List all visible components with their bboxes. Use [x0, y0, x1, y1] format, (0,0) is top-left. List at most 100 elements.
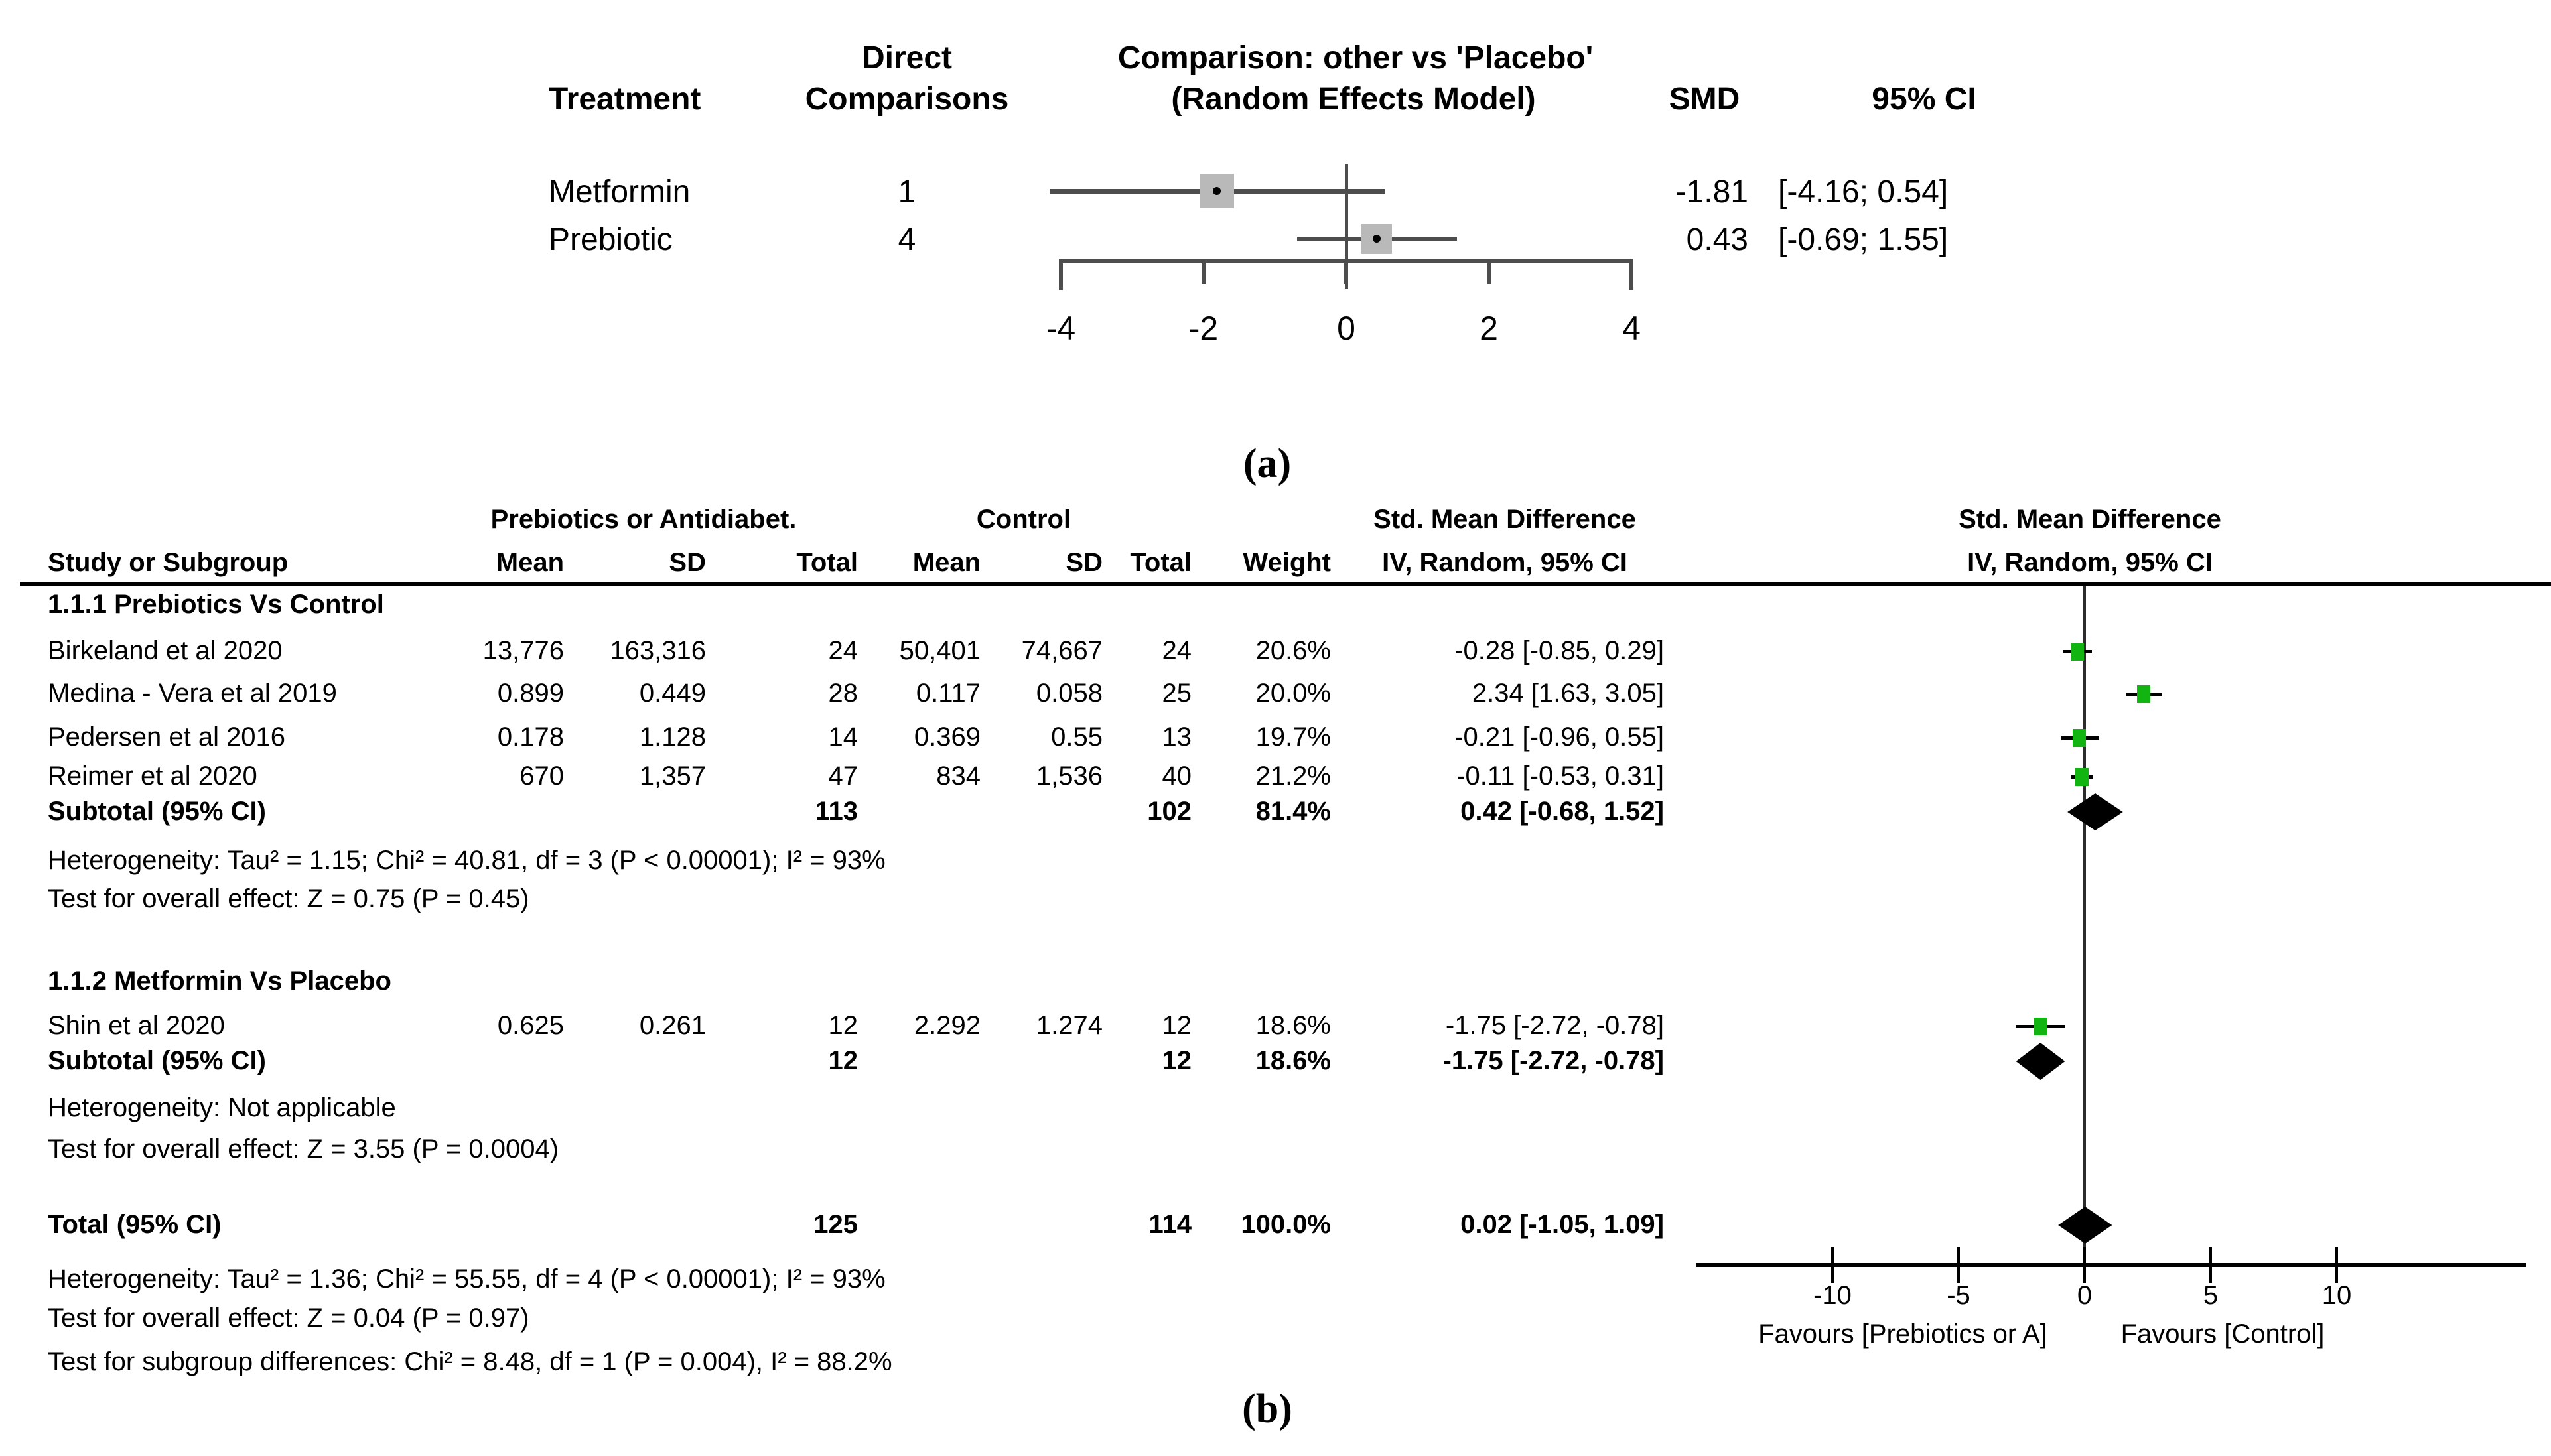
- subgroup-differences-text: Test for subgroup differences: Chi² = 8.…: [48, 1347, 892, 1376]
- column-header-total-ctrl: Total: [1130, 548, 1192, 577]
- total-label: Total (95% CI): [48, 1210, 222, 1239]
- heterogeneity-text: Heterogeneity: Tau² = 1.15; Chi² = 40.81…: [48, 846, 886, 875]
- subtotal-total-exp: 113: [815, 797, 858, 826]
- x-axis-tick: [1059, 259, 1063, 290]
- cell-smd-ci: -0.11 [-0.53, 0.31]: [1456, 761, 1664, 791]
- plot-header-line2: IV, Random, 95% CI: [1967, 548, 2213, 577]
- cell-total-exp: 47: [828, 761, 859, 791]
- cell-total-ctrl: 24: [1162, 636, 1192, 665]
- cell-mean-exp: 670: [519, 761, 564, 791]
- subtotal-label: Subtotal (95% CI): [48, 797, 266, 826]
- panel-a-header-direct: Direct: [861, 40, 953, 76]
- cell-weight: 20.0%: [1255, 679, 1331, 708]
- x-axis-tick: [1202, 259, 1206, 284]
- cell-mean-exp: 0.625: [497, 1011, 564, 1040]
- overall-effect-text: Test for overall effect: Z = 0.75 (P = 0…: [48, 884, 529, 913]
- smd-column-header-line1: Std. Mean Difference: [1373, 505, 1636, 534]
- x-axis-tick: [1344, 259, 1348, 284]
- cell-sd-exp: 0.449: [639, 679, 706, 708]
- panel-a-header-comparisons: Comparisons: [805, 82, 1009, 117]
- cell-mean-exp: 13,776: [482, 636, 564, 665]
- cell-mean-ctrl: 2.292: [914, 1011, 981, 1040]
- column-header-mean-exp: Mean: [496, 548, 564, 577]
- cell-smd-ci: 2.34 [1.63, 3.05]: [1472, 679, 1664, 708]
- cell-mean-exp: 0.178: [497, 722, 564, 752]
- ci-value: [-4.16; 0.54]: [1778, 174, 1949, 210]
- x-axis-tick: [1831, 1247, 1834, 1283]
- cell-total-ctrl: 12: [1162, 1011, 1192, 1040]
- ci-value: [-0.69; 1.55]: [1778, 222, 1949, 257]
- total-ctrl: 114: [1148, 1210, 1192, 1239]
- subtotal-total-exp: 12: [828, 1046, 859, 1075]
- cell-smd-ci: -0.28 [-0.85, 0.29]: [1454, 636, 1664, 665]
- cell-weight: 18.6%: [1255, 1011, 1331, 1040]
- heterogeneity-text: Heterogeneity: Not applicable: [48, 1093, 396, 1122]
- total-exp: 125: [813, 1210, 858, 1239]
- x-axis-tick: [1629, 259, 1633, 290]
- cell-sd-exp: 1,357: [639, 761, 706, 791]
- plot-header-line1: Std. Mean Difference: [1959, 505, 2221, 534]
- cell-sd-ctrl: 0.058: [1036, 679, 1103, 708]
- pooled-diamond: [2016, 1043, 2065, 1080]
- x-tick-label: -2: [1188, 310, 1219, 347]
- x-axis-line: [1696, 1263, 2526, 1267]
- treatment-label: Prebiotic: [549, 222, 673, 257]
- column-header-sd-exp: SD: [669, 548, 706, 577]
- comparisons-count: 4: [898, 222, 916, 257]
- cell-mean-ctrl: 0.369: [914, 722, 981, 752]
- cell-mean-ctrl: 0.117: [916, 679, 981, 708]
- x-tick-label: 5: [2203, 1281, 2219, 1310]
- effect-square: [2034, 1018, 2047, 1035]
- group-header-control: Control: [976, 505, 1071, 534]
- effect-point: [1373, 235, 1381, 243]
- subtotal-smd-ci: 0.42 [-0.68, 1.52]: [1460, 797, 1664, 826]
- effect-square: [2073, 729, 2087, 747]
- cell-sd-exp: 163,316: [610, 636, 706, 665]
- total-weight: 100.0%: [1241, 1210, 1331, 1239]
- smd-value: -1.81: [1675, 174, 1748, 210]
- panel-a-header-ci: 95% CI: [1872, 82, 1976, 117]
- cell-mean-exp: 0.899: [497, 679, 564, 708]
- panel-a-header-smd: SMD: [1669, 82, 1740, 117]
- effect-square: [2136, 685, 2150, 703]
- panel-a-caption: (a): [1243, 441, 1292, 486]
- subtotal-label: Subtotal (95% CI): [48, 1046, 266, 1075]
- study-name: Birkeland et al 2020: [48, 636, 283, 665]
- cell-total-exp: 24: [828, 636, 859, 665]
- overall-effect-text: Test for overall effect: Z = 0.04 (P = 0…: [48, 1303, 529, 1333]
- cell-sd-exp: 0.261: [639, 1011, 706, 1040]
- effect-square: [2075, 768, 2089, 786]
- heterogeneity-text: Heterogeneity: Tau² = 1.36; Chi² = 55.55…: [48, 1264, 886, 1293]
- pooled-diamond: [2058, 1207, 2112, 1244]
- subtotal-total-ctrl: 102: [1147, 797, 1192, 826]
- x-tick-label: -10: [1813, 1281, 1852, 1310]
- favours-right-label: Favours [Control]: [2120, 1319, 2325, 1349]
- effect-square: [2071, 643, 2085, 661]
- header-rule: [20, 582, 2551, 586]
- panel-a-title-line1: Comparison: other vs 'Placebo': [1117, 40, 1594, 76]
- zero-line: [2083, 586, 2086, 1267]
- cell-weight: 21.2%: [1255, 761, 1331, 791]
- pooled-diamond: [2067, 793, 2123, 830]
- group-header-experimental: Prebiotics or Antidiabet.: [490, 505, 797, 534]
- x-tick-label: -4: [1046, 310, 1076, 347]
- panel-b-caption: (b): [1242, 1386, 1292, 1431]
- study-name: Medina - Vera et al 2019: [48, 679, 337, 708]
- cell-weight: 20.6%: [1255, 636, 1331, 665]
- study-name: Pedersen et al 2016: [48, 722, 286, 752]
- x-axis-tick: [2209, 1247, 2212, 1283]
- x-axis-tick: [2335, 1247, 2338, 1283]
- subtotal-weight: 18.6%: [1255, 1046, 1331, 1075]
- cell-mean-ctrl: 50,401: [899, 636, 981, 665]
- cell-sd-ctrl: 1,536: [1036, 761, 1103, 791]
- cell-total-exp: 14: [828, 722, 859, 752]
- study-name: Shin et al 2020: [48, 1011, 225, 1040]
- subtotal-total-ctrl: 12: [1162, 1046, 1192, 1075]
- cell-smd-ci: -1.75 [-2.72, -0.78]: [1445, 1011, 1664, 1040]
- cell-sd-ctrl: 74,667: [1021, 636, 1103, 665]
- cell-sd-ctrl: 0.55: [1051, 722, 1103, 752]
- x-tick-label: 2: [1480, 310, 1498, 347]
- x-axis-tick: [1487, 259, 1491, 284]
